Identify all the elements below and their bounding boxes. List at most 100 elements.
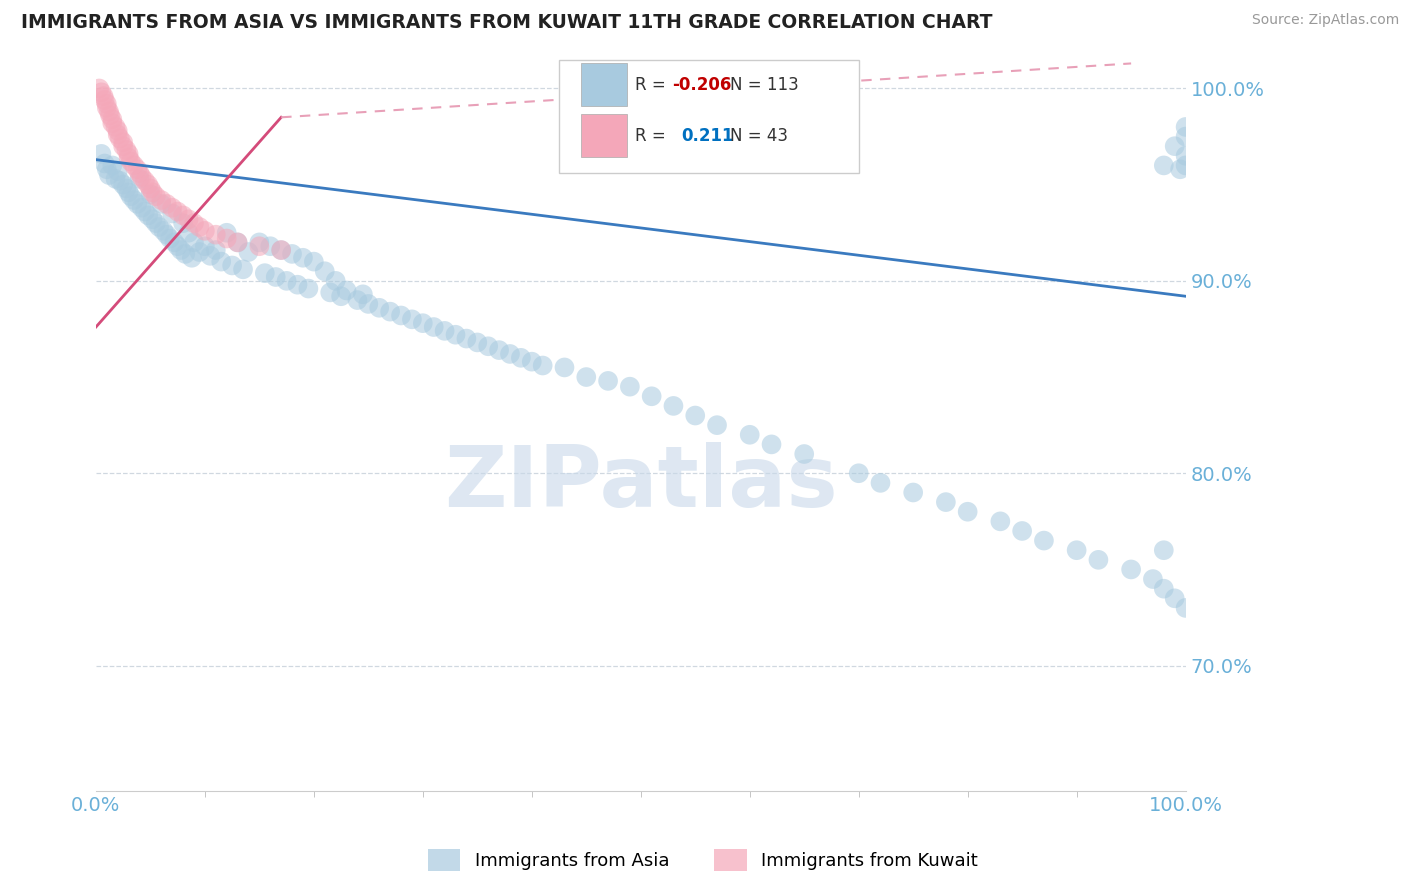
- Point: [93, 93, 115, 107]
- Point: [335, 284, 357, 298]
- Point: [683, 409, 706, 423]
- Text: R =: R =: [636, 127, 676, 145]
- Point: [226, 235, 249, 250]
- FancyBboxPatch shape: [581, 114, 627, 157]
- Point: [134, 204, 156, 219]
- Point: [131, 201, 153, 215]
- Point: [204, 227, 226, 242]
- Point: [401, 312, 423, 326]
- Point: [1153, 158, 1175, 172]
- Point: [142, 186, 165, 200]
- Point: [112, 136, 135, 150]
- Point: [159, 231, 181, 245]
- Point: [226, 235, 249, 250]
- Point: [531, 359, 554, 373]
- Point: [172, 216, 194, 230]
- Point: [1153, 543, 1175, 558]
- Point: [1066, 543, 1088, 558]
- Text: N = 113: N = 113: [730, 76, 799, 94]
- Point: [150, 193, 173, 207]
- Point: [115, 181, 138, 195]
- Point: [115, 143, 138, 157]
- Point: [98, 168, 121, 182]
- Point: [325, 274, 347, 288]
- Point: [150, 197, 173, 211]
- Point: [117, 147, 139, 161]
- Point: [422, 320, 444, 334]
- Legend: Immigrants from Asia, Immigrants from Kuwait: Immigrants from Asia, Immigrants from Ku…: [420, 842, 986, 879]
- Point: [139, 187, 162, 202]
- Point: [319, 285, 342, 300]
- Point: [314, 264, 336, 278]
- Point: [104, 120, 127, 134]
- Point: [215, 231, 238, 245]
- Point: [108, 174, 131, 188]
- Point: [270, 243, 292, 257]
- Point: [183, 235, 205, 250]
- Point: [738, 427, 761, 442]
- Point: [98, 108, 121, 122]
- Point: [848, 467, 870, 481]
- Point: [619, 379, 641, 393]
- Point: [1174, 120, 1197, 134]
- Text: IMMIGRANTS FROM ASIA VS IMMIGRANTS FROM KUWAIT 11TH GRADE CORRELATION CHART: IMMIGRANTS FROM ASIA VS IMMIGRANTS FROM …: [21, 13, 993, 32]
- Point: [107, 164, 129, 178]
- Point: [183, 216, 205, 230]
- Point: [488, 343, 510, 358]
- Point: [180, 251, 202, 265]
- Point: [166, 204, 188, 219]
- Text: ZIPatlas: ZIPatlas: [444, 442, 838, 525]
- Point: [499, 347, 522, 361]
- Point: [107, 128, 129, 142]
- Point: [1163, 591, 1185, 606]
- Point: [104, 172, 127, 186]
- Point: [128, 166, 150, 180]
- Point: [596, 374, 619, 388]
- Point: [112, 178, 135, 192]
- Point: [793, 447, 815, 461]
- Point: [101, 158, 124, 172]
- Point: [1087, 553, 1109, 567]
- Text: R =: R =: [636, 76, 671, 94]
- Point: [122, 158, 145, 172]
- Point: [1011, 524, 1033, 538]
- Point: [302, 254, 325, 268]
- Point: [276, 274, 298, 288]
- Point: [107, 124, 129, 138]
- Point: [108, 131, 131, 145]
- Point: [156, 197, 179, 211]
- Point: [291, 251, 314, 265]
- Point: [465, 335, 488, 350]
- Point: [122, 193, 145, 207]
- Point: [956, 505, 979, 519]
- Point: [253, 266, 276, 280]
- Text: -0.206: -0.206: [672, 76, 731, 94]
- Point: [166, 239, 188, 253]
- Point: [412, 316, 434, 330]
- Point: [93, 156, 115, 170]
- Point: [134, 174, 156, 188]
- Point: [148, 219, 170, 234]
- Point: [553, 360, 575, 375]
- Point: [101, 116, 124, 130]
- Point: [1174, 149, 1197, 163]
- Point: [640, 389, 662, 403]
- Point: [96, 101, 118, 115]
- Point: [346, 293, 368, 307]
- Point: [935, 495, 957, 509]
- FancyBboxPatch shape: [560, 60, 859, 173]
- Point: [172, 209, 194, 223]
- Point: [90, 85, 112, 99]
- Point: [128, 172, 150, 186]
- Point: [378, 304, 401, 318]
- Point: [444, 327, 467, 342]
- Point: [174, 247, 197, 261]
- Point: [89, 81, 111, 95]
- Point: [1119, 562, 1142, 576]
- Point: [352, 287, 374, 301]
- Point: [330, 289, 353, 303]
- Point: [368, 301, 391, 315]
- Point: [177, 226, 200, 240]
- Point: [1153, 582, 1175, 596]
- Point: [117, 186, 139, 200]
